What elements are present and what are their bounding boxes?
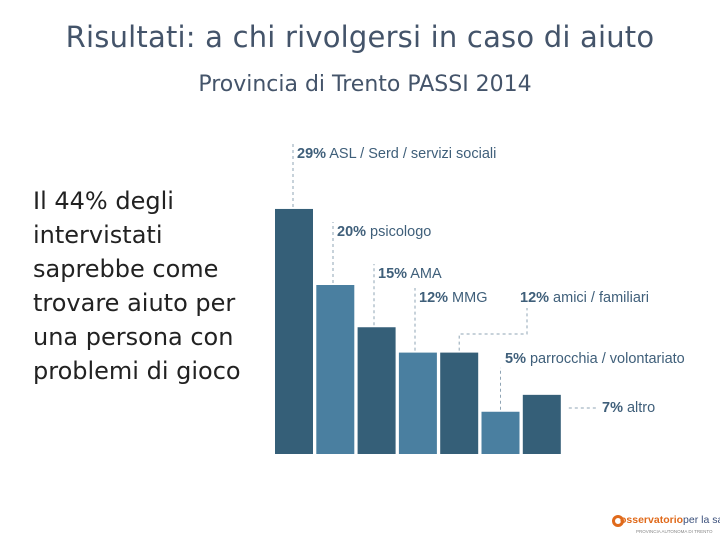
connector-line-6 <box>500 367 501 410</box>
data-label-category-4: MMG <box>448 290 487 306</box>
bar-3 <box>357 327 396 454</box>
data-label-value-3: 15% <box>378 266 407 282</box>
data-label-category-5: amici / familiari <box>549 290 649 306</box>
logo-text-a: osservatorio <box>620 514 684 526</box>
data-label-value-5: 12% <box>520 290 549 306</box>
logo-tagline: PROVINCIA AUTONOMA DI TRENTO <box>636 529 713 534</box>
data-label-4: 12% MMG <box>419 290 488 306</box>
data-label-5: 12% amici / familiari <box>520 290 649 306</box>
data-label-category-2: psicologo <box>366 224 431 240</box>
data-label-value-4: 12% <box>419 290 448 306</box>
data-label-value-6: 5% <box>505 351 526 367</box>
bar-2 <box>316 285 355 454</box>
bar-5 <box>440 352 479 454</box>
data-label-value-7: 7% <box>602 400 623 416</box>
bar-4 <box>398 352 437 454</box>
data-label-category-1: ASL / Serd / servizi sociali <box>326 146 496 162</box>
bar-6 <box>481 411 520 454</box>
data-label-7: 7% altro <box>602 400 655 416</box>
data-label-category-7: altro <box>623 400 655 416</box>
logo-circle-icon <box>612 515 624 527</box>
data-label-6: 5% parrocchia / volontariato <box>505 351 685 367</box>
data-label-1: 29% ASL / Serd / servizi sociali <box>297 146 496 162</box>
bar-7 <box>522 394 561 454</box>
summary-text: Il 44% degli intervistati saprebbe come … <box>33 187 241 385</box>
data-label-3: 15% AMA <box>378 266 442 282</box>
logo-text-b: per la salute <box>683 514 720 526</box>
bar-1 <box>275 208 313 454</box>
data-label-category-6: parrocchia / volontariato <box>526 351 685 367</box>
slide-title: Risultati: a chi rivolgersi in caso di a… <box>65 20 655 54</box>
connector-line-5 <box>458 308 528 351</box>
data-label-category-3: AMA <box>407 266 442 282</box>
osservatorio-logo: osservatorioper la salute PROVINCIA AUTO… <box>612 514 720 539</box>
data-label-2: 20% psicologo <box>337 224 431 240</box>
logo-text: osservatorioper la salute <box>620 514 720 526</box>
slide-subtitle: Provincia di Trento PASSI 2014 <box>198 72 532 97</box>
data-label-value-1: 29% <box>297 146 326 162</box>
data-label-value-2: 20% <box>337 224 366 240</box>
